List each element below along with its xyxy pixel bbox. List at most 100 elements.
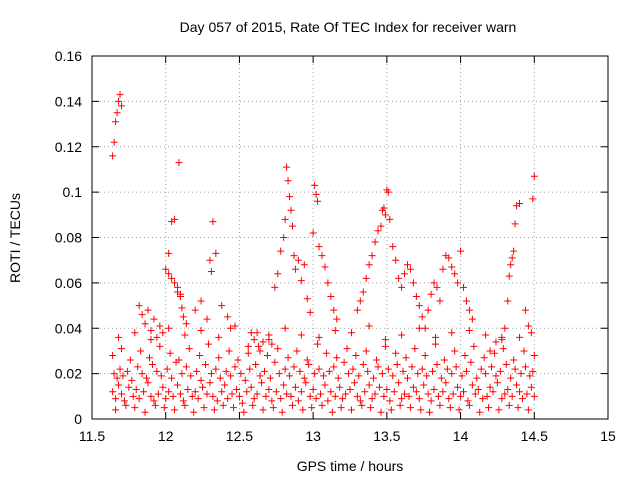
x-tick-label: 14.5 [521,428,548,444]
data-point [144,306,152,314]
data-point [278,408,286,416]
data-point [433,283,441,291]
y-tick-label: 0.16 [55,48,82,64]
data-point [392,349,400,357]
data-point [232,386,240,394]
data-point [283,163,291,171]
data-point [406,404,414,412]
data-point [430,386,438,394]
data-point [249,401,257,409]
data-point [202,361,210,369]
data-point [153,333,161,341]
data-point [165,324,173,332]
data-point [115,333,123,341]
data-point [141,408,149,416]
data-point [381,336,389,344]
data-point [499,345,507,353]
data-point [252,361,260,369]
data-point [434,392,442,400]
data-point [347,406,355,414]
data-point [294,256,302,264]
data-point [380,392,388,400]
data-point [327,292,335,300]
data-point [324,397,332,405]
data-point [458,372,466,380]
data-point [358,401,366,409]
data-point [371,238,379,246]
data-point [384,365,392,373]
data-point [362,347,370,355]
data-point [470,342,478,350]
data-point [129,392,137,400]
data-point [432,340,440,348]
data-point [268,340,276,348]
data-point [148,361,156,369]
data-point [266,374,274,382]
data-point [262,392,270,400]
data-point [230,404,238,412]
data-point [125,383,133,391]
data-point [163,365,171,373]
data-point [353,306,361,314]
data-point [383,386,391,394]
data-point [401,390,409,398]
x-tick-label: 12 [158,428,174,444]
data-point [227,324,235,332]
data-point [204,340,212,348]
data-point [408,363,416,371]
data-point [294,397,302,405]
data-point [265,386,273,394]
data-point [135,395,143,403]
data-point [479,395,487,403]
data-point [315,365,323,373]
data-point [480,354,488,362]
data-point [283,390,291,398]
data-point [244,342,252,350]
data-point [256,372,264,380]
data-point [314,340,322,348]
data-point [319,372,327,380]
data-point [405,392,413,400]
data-point [212,365,220,373]
data-point [271,358,279,366]
data-point [174,381,182,389]
data-point [445,395,453,403]
data-point [365,261,373,269]
data-point [184,386,192,394]
data-point [384,188,392,196]
data-point [281,365,289,373]
data-point [182,363,190,371]
data-point [482,331,490,339]
data-point [207,268,215,276]
data-point [215,333,223,341]
data-point [314,197,322,205]
data-point [259,338,267,346]
data-point [207,370,215,378]
data-point [514,404,522,412]
data-point [381,211,389,219]
data-point [373,356,381,364]
data-point [409,279,417,287]
data-point [231,322,239,330]
data-point [330,363,338,371]
data-point [464,397,472,405]
data-point [293,347,301,355]
y-tick-label: 0.08 [55,230,82,246]
data-point [486,383,494,391]
data-point [406,265,414,273]
data-point [501,390,509,398]
data-point [518,395,526,403]
data-point [182,320,190,328]
data-point [415,302,423,310]
data-point [199,383,207,391]
chart-title: Day 057 of 2015, Rate Of TEC Index for r… [180,19,517,35]
data-point [411,345,419,353]
data-point [378,370,386,378]
data-point [325,367,333,375]
data-point [212,249,220,257]
x-tick-label: 13.5 [373,428,400,444]
data-point [116,365,124,373]
data-point [287,206,295,214]
data-point [178,370,186,378]
data-point [206,379,214,387]
